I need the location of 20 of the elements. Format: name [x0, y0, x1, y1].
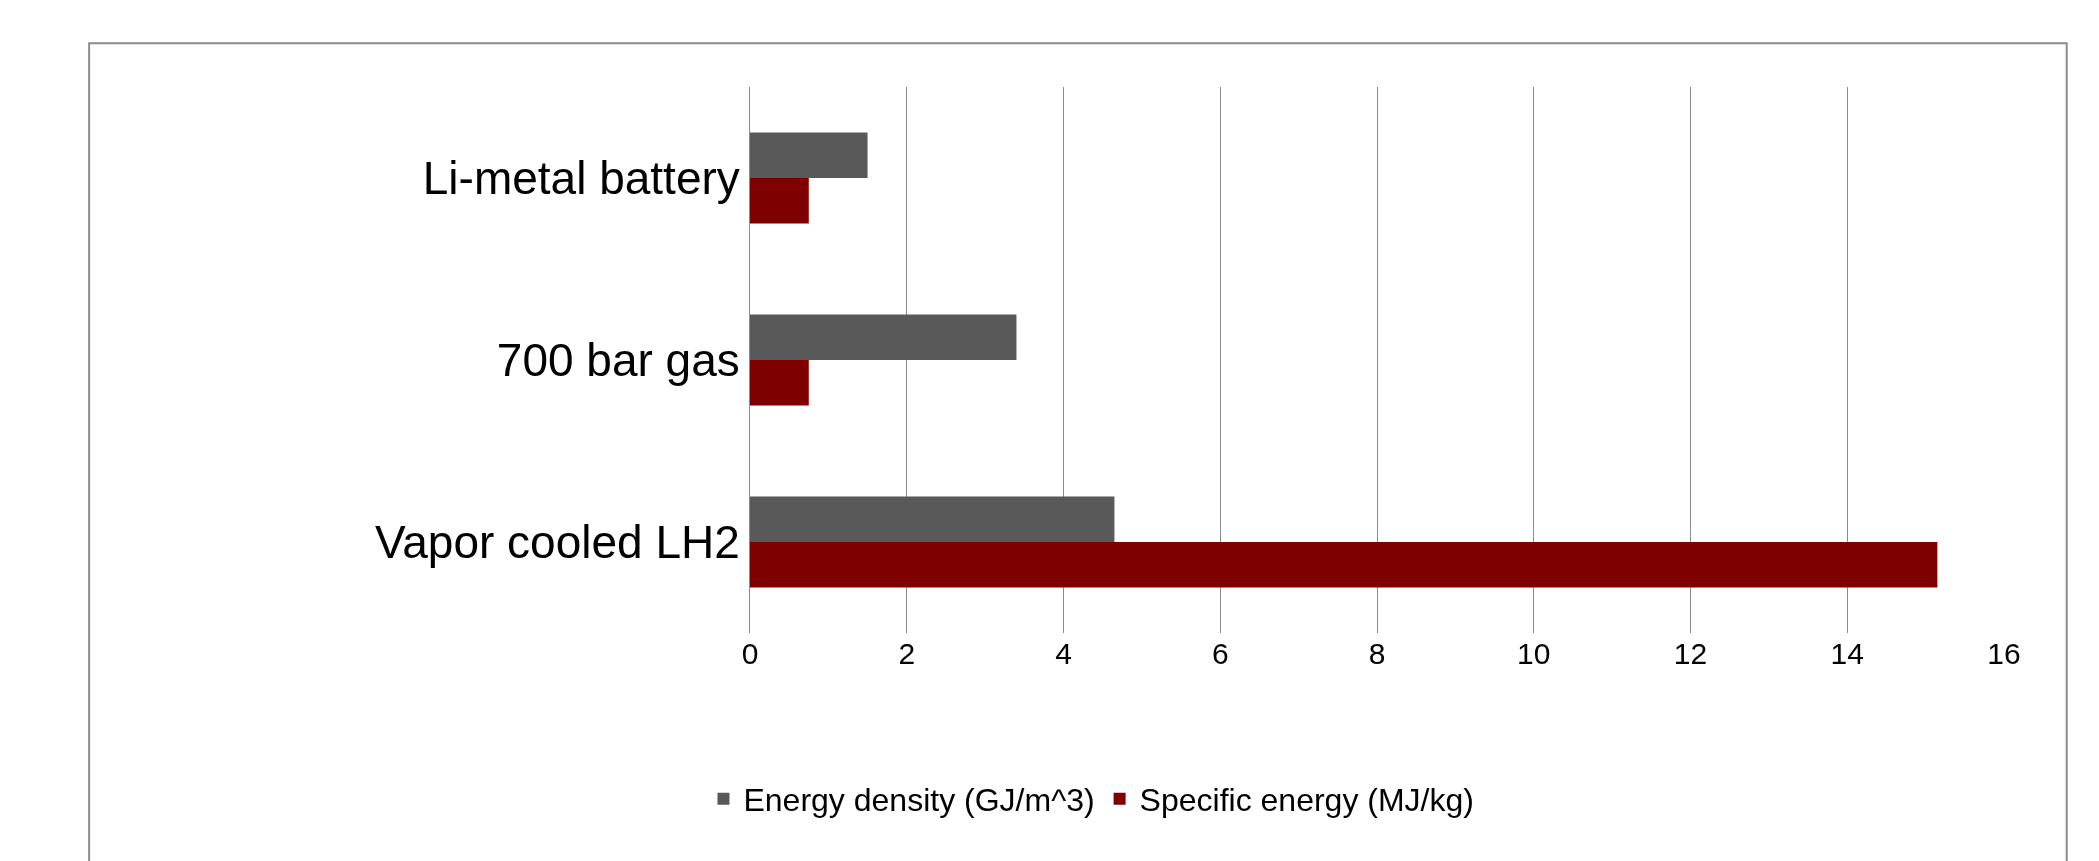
- bar: [750, 542, 1938, 588]
- x-tick-label: 12: [1673, 637, 1708, 670]
- x-tick-label: 8: [1368, 637, 1386, 670]
- y-tick-label: Li-metal battery: [422, 152, 740, 205]
- bar: [750, 178, 809, 224]
- legend-label: Energy density (GJ/m^3): [743, 782, 1095, 819]
- y-tick-label: Vapor cooled LH2: [374, 516, 740, 569]
- bar: [750, 132, 868, 178]
- x-tick-label: 0: [741, 637, 759, 670]
- legend-label: Specific energy (MJ/kg): [1139, 782, 1474, 819]
- x-tick-label: 10: [1517, 637, 1551, 670]
- bar: [750, 496, 1115, 542]
- y-tick-label: 700 bar gas: [496, 334, 740, 387]
- x-tick-label: 4: [1055, 637, 1072, 670]
- x-tick-label: 14: [1830, 637, 1864, 670]
- x-tick-label: 6: [1211, 637, 1229, 670]
- bar: [750, 360, 809, 406]
- x-tick-label: 2: [898, 637, 916, 670]
- x-tick-label: 16: [1987, 637, 2021, 670]
- bar: [750, 314, 1017, 360]
